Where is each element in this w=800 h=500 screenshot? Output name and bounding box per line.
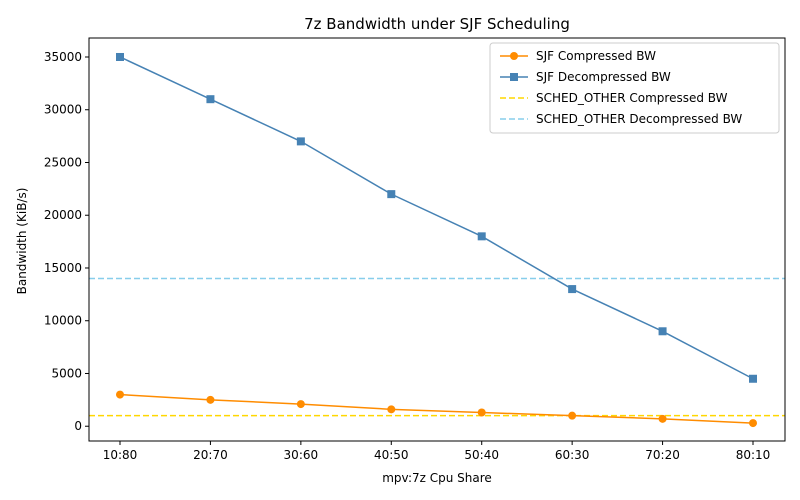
data-point <box>296 137 305 146</box>
x-tick-label: 80:10 <box>736 448 771 462</box>
x-tick-label: 30:60 <box>284 448 319 462</box>
legend: SJF Compressed BW SJF Decompressed BW SCHE… <box>489 42 780 134</box>
y-tick-label: 30000 <box>44 103 82 117</box>
data-point <box>477 232 486 241</box>
x-tick-label: 10:80 <box>103 448 138 462</box>
legend-label: SJF Compressed BW <box>536 49 656 63</box>
data-point <box>206 95 215 104</box>
y-axis-label: Bandwidth (KiB/s) <box>15 188 29 295</box>
data-point <box>749 419 757 428</box>
data-point <box>387 405 396 414</box>
y-tick-label: 15000 <box>44 261 82 275</box>
data-point <box>658 414 667 423</box>
data-point <box>387 190 396 199</box>
series-line <box>119 56 754 380</box>
axes-frame <box>88 37 786 442</box>
x-tick-label: 70:20 <box>645 448 680 462</box>
y-tick-label: 35000 <box>44 50 82 64</box>
legend-label: SCHED_OTHER Compressed BW <box>536 91 728 105</box>
x-tick-label: 50:40 <box>464 448 499 462</box>
y-tick-label: 5000 <box>51 366 82 380</box>
data-point <box>116 52 124 61</box>
data-point <box>477 408 486 417</box>
y-tick-label: 0 <box>74 419 82 433</box>
data-point <box>658 327 667 336</box>
data-point <box>116 390 124 399</box>
legend-label: SCHED_OTHER Decompressed BW <box>536 112 742 126</box>
y-tick-label: 25000 <box>44 155 82 169</box>
y-tick-label: 10000 <box>44 314 82 328</box>
x-tick-label: 20:70 <box>193 448 228 462</box>
series-line <box>119 393 754 424</box>
data-point <box>568 285 577 294</box>
data-point <box>206 395 215 404</box>
data-point <box>296 400 305 409</box>
legend-marker <box>510 73 518 81</box>
x-tick-label: 40:50 <box>374 448 409 462</box>
data-point <box>568 411 577 420</box>
plot-area: 10:80 20:70 30:60 40:50 50:40 60:30 70:20 80:10… <box>44 50 785 462</box>
x-axis-label: mpv:7z Cpu Share <box>382 471 492 485</box>
data-point <box>749 374 757 383</box>
y-tick-label: 20000 <box>44 208 82 222</box>
legend-box <box>489 42 780 134</box>
x-tick-label: 60:30 <box>555 448 590 462</box>
legend-marker <box>510 52 518 60</box>
chart-title: 7z Bandwidth under SJF Scheduling <box>304 15 570 33</box>
legend-label: SJF Decompressed BW <box>536 70 671 84</box>
